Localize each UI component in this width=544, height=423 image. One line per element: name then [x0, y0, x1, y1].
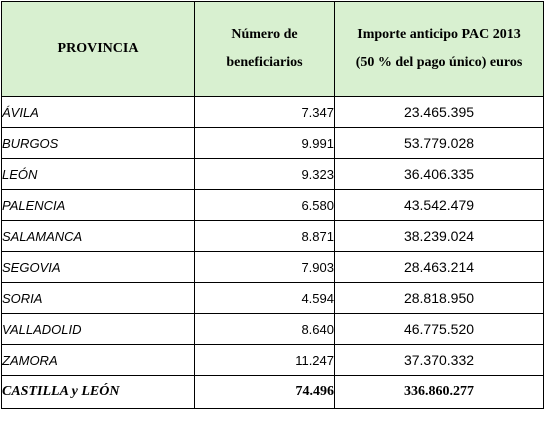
header-provincia: PROVINCIA	[1, 1, 195, 97]
cell-provincia: VALLADOLID	[1, 313, 195, 345]
cell-importe: 23.465.395	[334, 96, 544, 128]
cell-beneficiarios: 4.594	[194, 282, 335, 314]
cell-provincia: ÁVILA	[1, 96, 195, 128]
table-row: SALAMANCA 8.871 38.239.024	[1, 220, 544, 252]
cell-importe: 53.779.028	[334, 127, 544, 159]
cell-importe: 43.542.479	[334, 189, 544, 221]
cell-importe: 46.775.520	[334, 313, 544, 345]
cell-provincia: BURGOS	[1, 127, 195, 159]
cell-importe: 36.406.335	[334, 158, 544, 190]
cell-importe: 38.239.024	[334, 220, 544, 252]
header-beneficiarios-line2: beneficiarios	[226, 55, 303, 70]
cell-provincia: LEÓN	[1, 158, 195, 190]
total-importe: 336.860.277	[334, 375, 544, 409]
cell-beneficiarios: 7.903	[194, 251, 335, 283]
table-row: VALLADOLID 8.640 46.775.520	[1, 313, 544, 345]
table-row: ZAMORA 11.247 37.370.332	[1, 344, 544, 376]
cell-beneficiarios: 8.871	[194, 220, 335, 252]
table-row: PALENCIA 6.580 43.542.479	[1, 189, 544, 221]
cell-beneficiarios: 11.247	[194, 344, 335, 376]
cell-provincia: SALAMANCA	[1, 220, 195, 252]
total-row: CASTILLA y LEÓN 74.496 336.860.277	[1, 375, 544, 409]
table-row: SEGOVIA 7.903 28.463.214	[1, 251, 544, 283]
cell-provincia: SEGOVIA	[1, 251, 195, 283]
table-header: PROVINCIA Número de beneficiarios Import…	[1, 1, 544, 97]
table-row: LEÓN 9.323 36.406.335	[1, 158, 544, 190]
cell-provincia: SORIA	[1, 282, 195, 314]
table-row: SORIA 4.594 28.818.950	[1, 282, 544, 314]
total-beneficiarios: 74.496	[194, 375, 335, 409]
cell-provincia: ZAMORA	[1, 344, 195, 376]
cell-beneficiarios: 9.323	[194, 158, 335, 190]
header-row: PROVINCIA Número de beneficiarios Import…	[1, 1, 544, 97]
table-body: ÁVILA 7.347 23.465.395 BURGOS 9.991 53.7…	[1, 96, 544, 409]
cell-beneficiarios: 7.347	[194, 96, 335, 128]
pac-table: PROVINCIA Número de beneficiarios Import…	[1, 1, 544, 409]
total-provincia: CASTILLA y LEÓN	[1, 375, 195, 409]
header-importe-line1: Importe anticipo PAC 2013	[357, 27, 521, 42]
cell-beneficiarios: 9.991	[194, 127, 335, 159]
header-beneficiarios: Número de beneficiarios	[194, 1, 335, 97]
cell-importe: 28.818.950	[334, 282, 544, 314]
cell-provincia: PALENCIA	[1, 189, 195, 221]
cell-importe: 37.370.332	[334, 344, 544, 376]
cell-beneficiarios: 8.640	[194, 313, 335, 345]
header-importe-line2: (50 % del pago único) euros	[355, 55, 523, 70]
table-row: BURGOS 9.991 53.779.028	[1, 127, 544, 159]
table-row: ÁVILA 7.347 23.465.395	[1, 96, 544, 128]
header-beneficiarios-line1: Número de	[231, 27, 298, 42]
cell-beneficiarios: 6.580	[194, 189, 335, 221]
cell-importe: 28.463.214	[334, 251, 544, 283]
header-importe: Importe anticipo PAC 2013 (50 % del pago…	[334, 1, 544, 97]
